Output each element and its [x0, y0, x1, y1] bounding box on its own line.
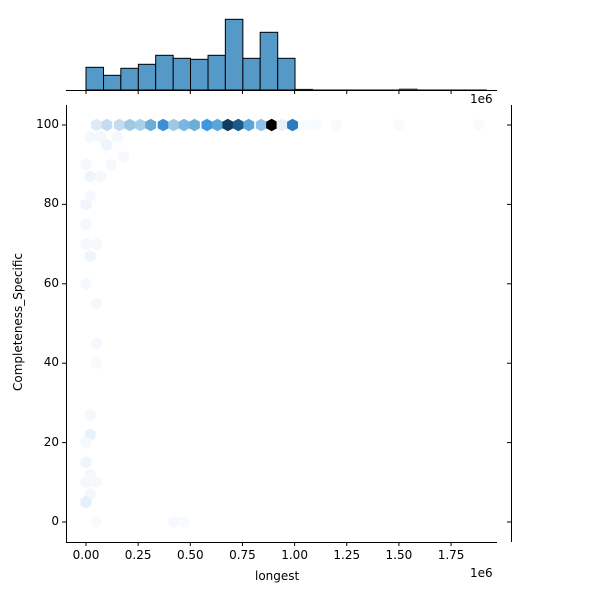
y-axis-ticks [62, 124, 66, 523]
histogram-bar [399, 88, 418, 91]
x-tick-label: 1.75 [437, 548, 465, 562]
hexbin-cell [168, 515, 180, 529]
hexbin-cell [157, 118, 169, 132]
y-tick-label: 20 [43, 434, 59, 449]
marginal-x-histogram [85, 18, 487, 91]
hexbin-cell [113, 118, 125, 132]
hexbin-cell [91, 118, 102, 132]
marginal-x-ticks [85, 90, 452, 94]
histogram-bar [85, 66, 105, 91]
hexbin-cell [84, 408, 96, 422]
x-tick-label: 0.50 [176, 548, 204, 562]
histogram-bar [294, 88, 313, 91]
y-tick-label: 60 [43, 275, 59, 290]
hexbin-cell [178, 515, 190, 529]
hexbin-cell [118, 150, 129, 164]
hexbin-cell [80, 476, 92, 489]
y-axis-label: Completeness_Specific [11, 252, 25, 392]
hexbin-cell [145, 118, 157, 132]
hexbin-cell [178, 118, 190, 132]
hexbin-cell [201, 118, 213, 132]
x-tick-label: 1.25 [333, 548, 361, 562]
hexbin-cell [134, 118, 146, 132]
hexbin-cell [124, 118, 136, 132]
hexbin-cell [105, 158, 117, 171]
hexbin-cell [91, 476, 102, 489]
histogram-bar [103, 74, 122, 91]
hexbin-cell [91, 356, 102, 370]
hexbin-cell [95, 130, 107, 144]
hexbin-cell [276, 118, 288, 132]
x-axis-ticks [85, 542, 452, 546]
marginal-y-ticks [507, 124, 511, 523]
hexbin-cell [84, 190, 96, 203]
hexbin-cell [232, 118, 244, 132]
hexbin-cell [168, 118, 180, 132]
hexbin-cell [101, 138, 113, 152]
hexbin-cell [310, 118, 321, 132]
histogram-bar [224, 18, 244, 91]
y-tick-label: 0 [51, 514, 59, 528]
x-tick-label: 0.75 [229, 548, 256, 562]
hexbin-cell [330, 118, 342, 132]
hexbin-cell [91, 337, 102, 350]
histogram-bar [259, 31, 279, 91]
hexbin-cell [299, 118, 311, 132]
y-tick-label: 80 [43, 196, 59, 211]
hexbin-cell [287, 118, 298, 132]
y-tick-label: 100 [36, 117, 59, 131]
hexbin-cell [91, 297, 102, 310]
histogram-bar [172, 57, 192, 91]
y-tick-label: 40 [43, 355, 59, 370]
marginal-x-offset-label: 1e6 [470, 92, 493, 106]
histogram-bar [207, 54, 226, 91]
hexbin-cell [212, 118, 223, 132]
hexbin-cell [266, 118, 278, 132]
hexbin-cell [80, 237, 92, 251]
histogram-bar [137, 63, 157, 91]
histogram-bar [242, 57, 261, 91]
x-axis-label: longest [255, 569, 300, 583]
hexbin-cell [80, 217, 92, 231]
hexbin-cell [80, 436, 92, 449]
hexbin-cell [84, 249, 96, 263]
hexbin-cell [255, 118, 267, 132]
hexbin-cell [243, 118, 255, 132]
x-tick-label: 1.00 [281, 548, 308, 562]
hexbin-cell [472, 118, 484, 132]
hexbin-cell [222, 118, 234, 132]
hexbin-cell [393, 118, 405, 132]
histogram-bar [155, 54, 174, 91]
hexbin-cell [91, 515, 102, 529]
hexbin-cell [84, 130, 96, 144]
histogram-bar [277, 57, 296, 91]
hexbin-cell [80, 277, 92, 291]
x-tick-label: 1.50 [385, 548, 413, 562]
hexbin-cell [95, 170, 107, 183]
hexbin-cell [91, 237, 102, 251]
hexbin-layer [80, 118, 484, 529]
hexbin-cell [80, 158, 92, 171]
hexbin-cell [101, 118, 113, 132]
hexbin-cell [80, 456, 92, 469]
histogram-bar [190, 58, 209, 91]
histogram-bar [120, 67, 139, 91]
x-tick-label: 0.25 [124, 548, 152, 562]
hexbin-cell [189, 118, 200, 132]
hexbin-cell [80, 495, 92, 509]
hexbin-cell [111, 130, 123, 144]
hexbin-cell [84, 170, 96, 183]
x-tick-label: 0.00 [72, 548, 100, 562]
x-axis-offset-label: 1e6 [470, 566, 493, 580]
